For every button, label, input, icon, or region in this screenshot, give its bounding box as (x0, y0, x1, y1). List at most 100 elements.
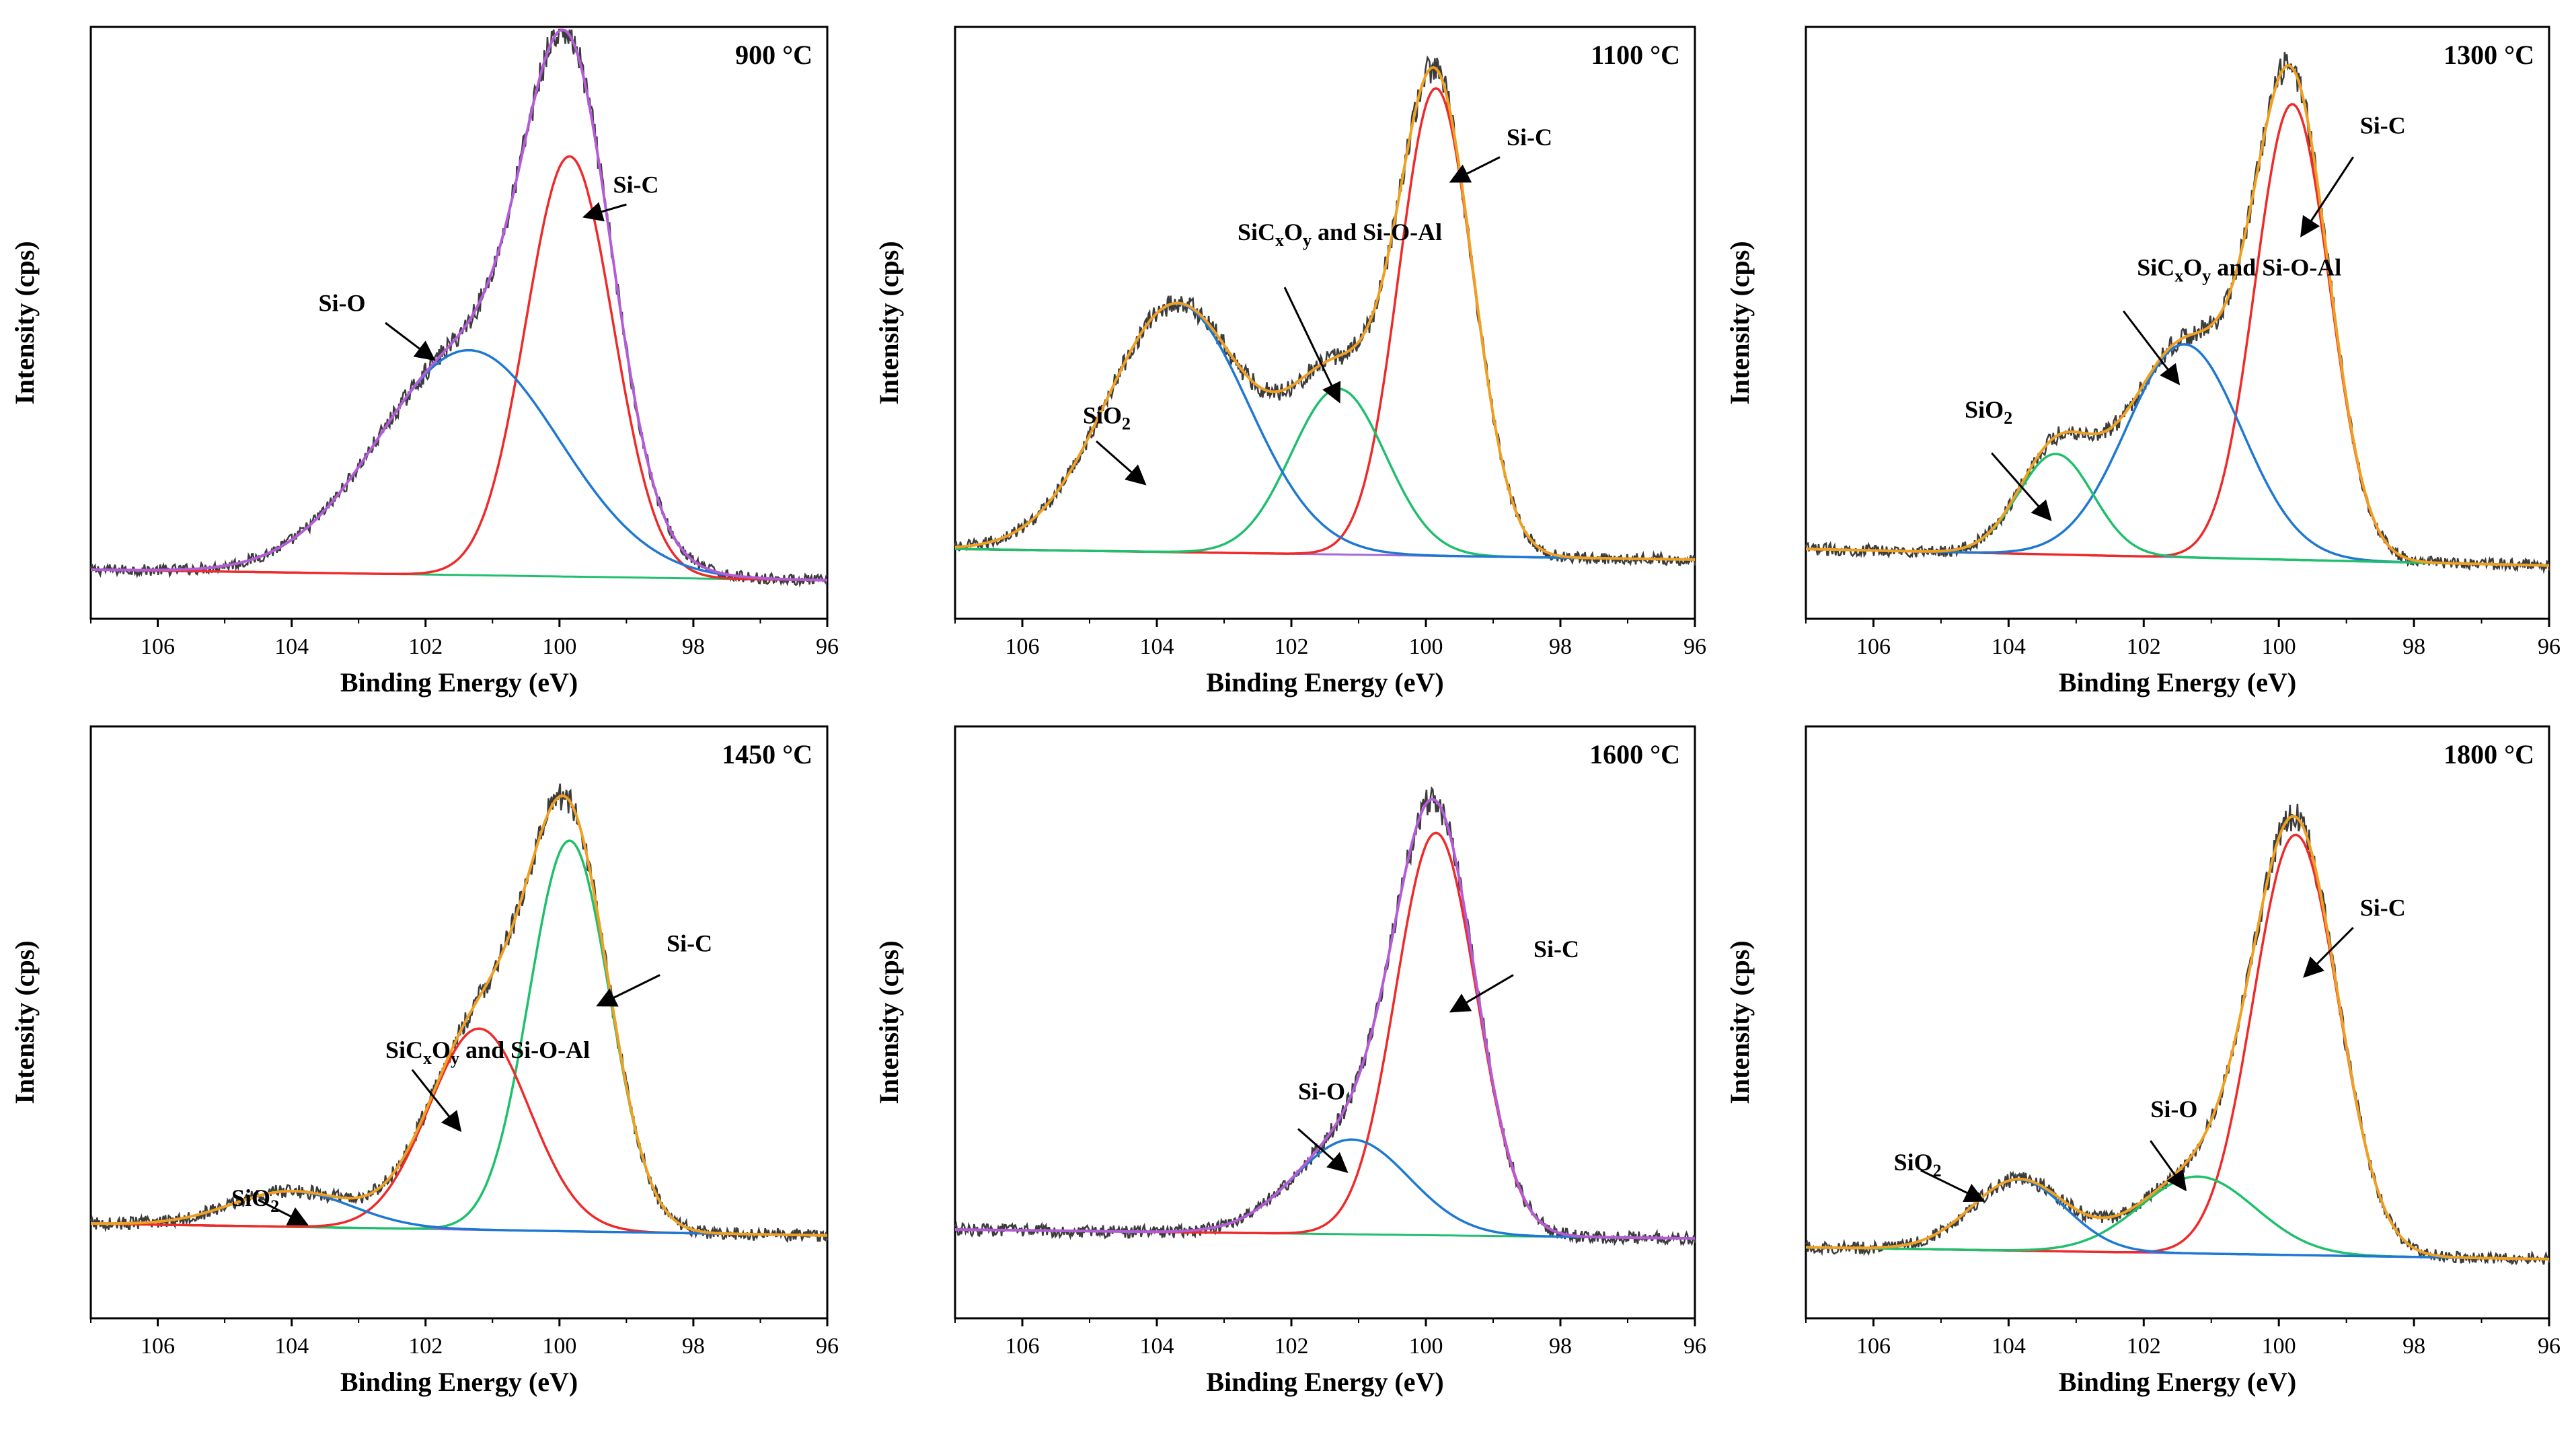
x-tick-label: 102 (408, 1334, 443, 1359)
y-axis-label: Intensity (cps) (9, 940, 40, 1104)
y-axis-label: Intensity (cps) (874, 940, 904, 1104)
raw-spectrum-line (89, 28, 828, 588)
panel-3: 106 104 102 100 98 96 Binding Energy (eV) Inten… (1725, 26, 2561, 697)
peak-annotation: SiCxOy and Si-O-Al (2137, 254, 2341, 286)
annotation-arrow (2303, 927, 2354, 978)
annotation-arrow (2150, 1140, 2187, 1192)
x-tick-label: 106 (1006, 1334, 1040, 1359)
x-tick-label: 100 (1409, 1334, 1443, 1359)
component-line (1806, 343, 2550, 567)
x-tick-label: 96 (1683, 634, 1706, 659)
x-tick-label: 106 (1006, 634, 1040, 659)
panel-2: 106 104 102 100 98 96 Binding Energy (eV) Inten… (874, 26, 1706, 697)
component-line (955, 387, 1696, 561)
y-axis-label: Intensity (cps) (874, 241, 904, 404)
peak-annotation: SiO2 (1965, 396, 2012, 428)
x-tick-label: 106 (141, 1334, 175, 1359)
x-tick-label: 96 (2538, 634, 2561, 659)
x-tick-label: 104 (1992, 634, 2026, 659)
x-tick-label: 102 (1275, 634, 1309, 659)
x-tick-label: 98 (1549, 634, 1572, 659)
annotation-arrow (2122, 310, 2181, 385)
annotation-arrow (258, 1199, 309, 1225)
x-tick-label: 102 (2127, 634, 2161, 659)
x-tick-label: 98 (682, 1334, 705, 1359)
y-axis-label: Intensity (cps) (9, 241, 40, 404)
x-axis-label: Binding Energy (eV) (340, 1367, 578, 1397)
panel-4: 106 104 102 100 98 96 Binding Energy (eV) Inten… (9, 725, 839, 1397)
plot-frame (1805, 26, 2550, 620)
temperature-label: 1600 °C (1589, 739, 1680, 769)
temperature-label: 1100 °C (1591, 40, 1680, 70)
raw-spectrum-line (89, 783, 829, 1244)
component-line (955, 87, 1696, 561)
peak-annotation: Si-C (667, 930, 712, 956)
component-line (91, 155, 828, 582)
component-line (90, 348, 828, 582)
x-tick-label: 104 (274, 634, 309, 659)
x-tick-label: 100 (542, 634, 576, 659)
x-tick-label: 96 (816, 634, 839, 659)
peak-annotation: Si-O (2150, 1096, 2197, 1123)
peak-annotation: SiO2 (1083, 402, 1131, 434)
x-tick-label: 96 (1683, 1334, 1706, 1359)
x-tick-label: 98 (682, 634, 705, 659)
x-axis-label: Binding Energy (eV) (340, 667, 578, 697)
annotation-arrow (1991, 452, 2052, 521)
x-tick-label: 102 (408, 634, 443, 659)
annotation-arrow (2300, 156, 2354, 238)
peak-annotation: Si-C (1507, 124, 1552, 151)
x-tick-label: 106 (141, 634, 175, 659)
x-tick-label: 106 (1856, 634, 1891, 659)
annotation-arrow (582, 202, 627, 222)
annotation-arrow (1297, 1128, 1349, 1173)
temperature-label: 1800 °C (2444, 739, 2534, 769)
component-line (1805, 1178, 2550, 1260)
panel-1: 106 104 102 100 98 96 Binding Energy (eV) Inten… (9, 26, 839, 697)
plot-frame (1805, 725, 2550, 1320)
x-tick-label: 100 (2262, 1334, 2296, 1359)
raw-spectrum-line (954, 786, 1696, 1246)
annotation-arrow (1449, 156, 1501, 183)
panel-5: 106 104 102 100 98 96 Binding Energy (eV) Inten… (874, 725, 1706, 1397)
x-tick-label: 104 (274, 1334, 309, 1359)
temperature-label: 1450 °C (722, 739, 812, 769)
x-tick-label: 102 (2127, 1334, 2161, 1359)
peak-annotation: Si-O (318, 289, 365, 316)
peak-annotation: Si-C (1533, 936, 1579, 962)
raw-spectrum-line (1805, 803, 2550, 1266)
panel-6: 106 104 102 100 98 96 Binding Energy (eV) Inten… (1725, 725, 2561, 1397)
x-tick-label: 100 (542, 1334, 576, 1359)
x-tick-label: 98 (2402, 634, 2425, 659)
peak-annotation: Si-C (613, 171, 658, 198)
envelope-fit-line (954, 65, 1696, 561)
annotation-arrow (385, 322, 436, 361)
annotation-arrow (411, 1069, 462, 1133)
peak-annotation: Si-C (2360, 895, 2406, 921)
plot-frame (954, 26, 1696, 620)
plot-frame (954, 725, 1696, 1320)
component-line (1805, 1175, 2550, 1260)
raw-spectrum-line (954, 55, 1696, 566)
x-tick-label: 98 (1549, 1334, 1572, 1359)
x-tick-label: 104 (1140, 1334, 1174, 1359)
annotation-arrow (1449, 974, 1514, 1013)
plot-frame (89, 725, 829, 1320)
annotation-arrow (1283, 287, 1341, 404)
x-axis-label: Binding Energy (eV) (1206, 1367, 1443, 1397)
x-tick-label: 102 (1275, 1334, 1309, 1359)
annotation-arrow (1096, 440, 1147, 486)
x-tick-label: 100 (1409, 634, 1443, 659)
envelope-fit-line (1805, 815, 2550, 1260)
component-line (954, 302, 1696, 561)
peak-annotation: SiCxOy and Si-O-Al (385, 1036, 590, 1068)
x-axis-label: Binding Energy (eV) (2059, 1367, 2296, 1397)
component-line (1806, 103, 2550, 567)
annotation-arrow (1920, 1169, 1985, 1202)
x-axis-label: Binding Energy (eV) (2059, 667, 2296, 697)
peak-annotation: SiO2 (231, 1184, 279, 1216)
y-axis-label: Intensity (cps) (1725, 940, 1755, 1104)
annotation-arrow (596, 974, 660, 1007)
plot-frame (89, 26, 829, 620)
peak-annotation: Si-O (1298, 1078, 1345, 1104)
